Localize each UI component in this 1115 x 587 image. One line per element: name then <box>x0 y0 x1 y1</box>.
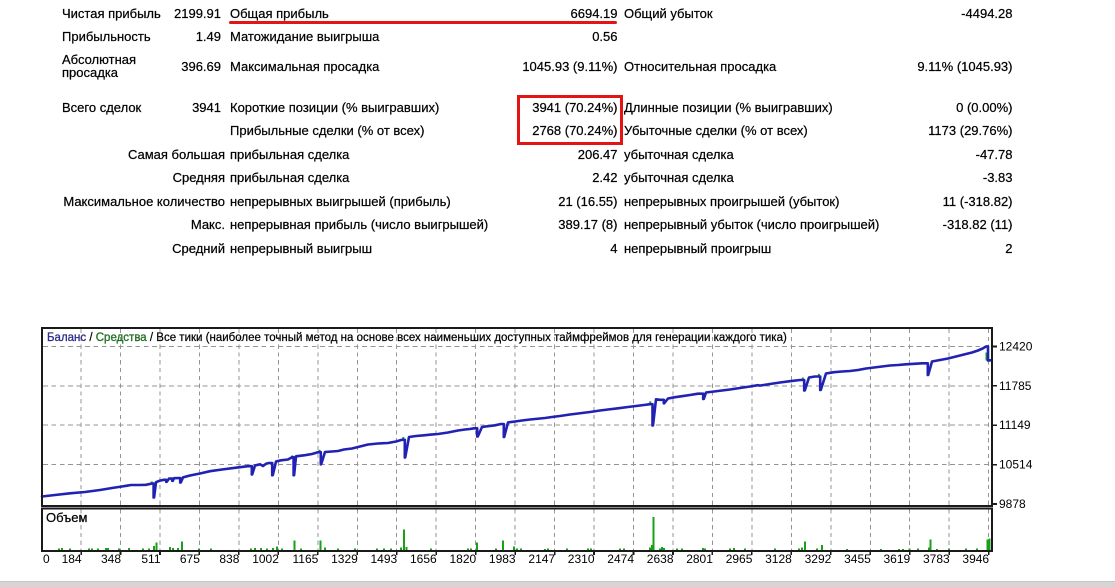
svg-text:2965: 2965 <box>726 552 753 566</box>
svg-text:2638: 2638 <box>647 552 674 566</box>
svg-text:3455: 3455 <box>844 552 871 566</box>
svg-text:11785: 11785 <box>999 379 1032 393</box>
svg-text:0: 0 <box>43 552 50 566</box>
svg-text:1329: 1329 <box>331 552 358 566</box>
svg-text:1165: 1165 <box>292 552 318 566</box>
svg-text:2474: 2474 <box>607 552 634 566</box>
svg-text:10514: 10514 <box>999 458 1033 472</box>
svg-text:1820: 1820 <box>449 552 476 566</box>
svg-text:2801: 2801 <box>686 552 713 566</box>
svg-text:12420: 12420 <box>999 340 1033 354</box>
svg-text:1656: 1656 <box>410 552 437 566</box>
svg-text:1002: 1002 <box>252 552 279 566</box>
svg-text:3619: 3619 <box>883 552 910 566</box>
svg-text:3783: 3783 <box>923 552 950 566</box>
svg-text:838: 838 <box>219 552 239 566</box>
svg-text:2310: 2310 <box>568 552 595 566</box>
svg-text:2147: 2147 <box>528 552 555 566</box>
svg-text:11149: 11149 <box>999 418 1031 432</box>
svg-text:1983: 1983 <box>489 552 516 566</box>
svg-text:348: 348 <box>101 552 121 566</box>
svg-text:511: 511 <box>141 552 160 566</box>
svg-text:3128: 3128 <box>765 552 792 566</box>
svg-text:3946: 3946 <box>962 552 989 566</box>
svg-text:3292: 3292 <box>805 552 832 566</box>
svg-text:184: 184 <box>62 552 82 566</box>
svg-text:1493: 1493 <box>370 552 397 566</box>
svg-text:9878: 9878 <box>999 497 1026 511</box>
svg-text:675: 675 <box>180 552 200 566</box>
